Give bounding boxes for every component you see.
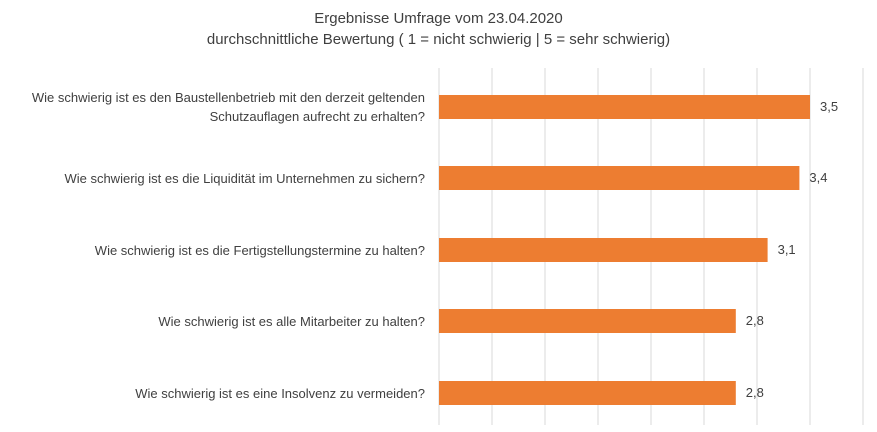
- value-label: 2,8: [745, 385, 764, 400]
- bar: [439, 238, 768, 262]
- chart-subtitle: durchschnittliche Bewertung ( 1 = nicht …: [206, 31, 671, 48]
- chart-title: Ergebnisse Umfrage vom 23.04.2020: [314, 10, 563, 27]
- category-label: Wie schwierig ist es die Liquidität im U…: [64, 170, 425, 186]
- category-label: Wie schwierig ist es eine Insolvenz zu v…: [135, 385, 425, 401]
- category-label: Wie schwierig ist es alle Mitarbeiter zu…: [158, 313, 425, 329]
- bar: [439, 95, 810, 119]
- value-label: 3,4: [809, 170, 828, 185]
- bar: [439, 381, 736, 405]
- chart-title-block: Ergebnisse Umfrage vom 23.04.2020 durchs…: [0, 8, 877, 50]
- bar: [439, 166, 800, 190]
- bars: [439, 95, 810, 405]
- category-label: Wie schwierig ist es den Baustellenbetri…: [31, 90, 425, 124]
- value-label: 3,5: [820, 99, 839, 114]
- value-label: 2,8: [745, 313, 764, 328]
- bar: [439, 309, 736, 333]
- category-label: Wie schwierig ist es die Fertigstellungs…: [94, 242, 425, 258]
- value-label: 3,1: [777, 242, 796, 257]
